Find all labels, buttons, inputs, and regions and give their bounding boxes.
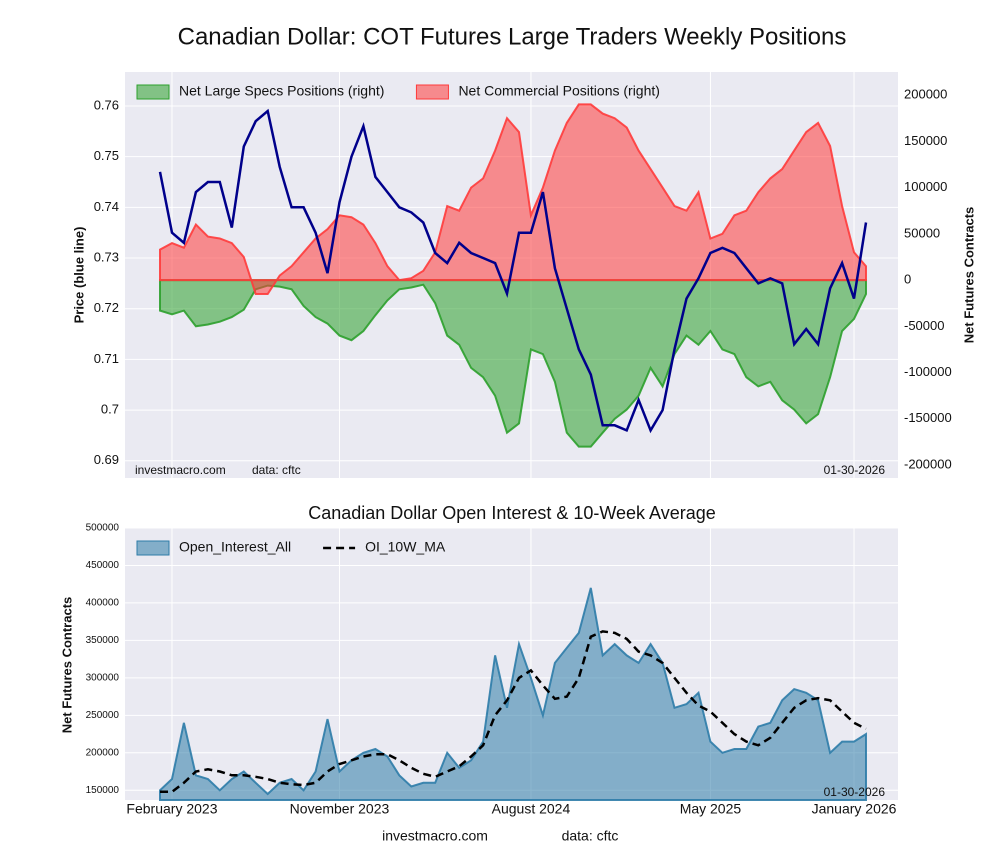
annotation: data: cftc [252,463,301,477]
y2-tick-label: 0 [904,272,911,287]
y-tick-label: 300000 [86,673,120,684]
y2-tick-label: -150000 [904,410,952,425]
y2-tick-label: -200000 [904,456,952,471]
x-tick-label: November 2023 [290,801,390,817]
legend-label: Net Large Specs Positions (right) [179,83,384,99]
footer-text: investmacro.com [382,828,488,844]
legend-label: Net Commercial Positions (right) [458,83,660,99]
y2-tick-label: 200000 [904,87,947,102]
legend-swatch [136,84,170,100]
x-tick-label: February 2023 [126,801,217,817]
y2-tick-label: -50000 [904,318,944,333]
legend-swatch [415,84,449,100]
y-tick-label: 200000 [86,747,120,758]
y-tick-label: 500000 [86,523,120,534]
y-tick-label: 0.7 [101,402,119,417]
y-tick-label: 0.69 [94,452,119,467]
footer-text: data: cftc [562,828,619,844]
area [159,587,867,801]
chart-title: Canadian Dollar Open Interest & 10-Week … [308,503,716,523]
line [160,630,867,794]
y-tick-label: 0.75 [94,148,119,163]
legend-label: Open_Interest_All [179,539,291,555]
y2-tick-label: 150000 [904,133,947,148]
line [158,108,868,434]
y-tick-label: 0.72 [94,300,119,315]
y-axis-label: Net Futures Contracts [59,597,74,734]
y2-tick-label: 100000 [904,179,947,194]
y-tick-label: 150000 [86,785,120,796]
y-tick-label: 0.71 [94,351,119,366]
x-tick-label: May 2025 [680,801,742,817]
annotation: investmacro.com [135,463,226,477]
y-tick-label: 0.73 [94,249,119,264]
legend-swatch [136,540,170,556]
y-tick-label: 250000 [86,710,120,721]
x-tick-label: January 2026 [812,801,897,817]
y-axis-label: Price (blue line) [71,227,86,324]
y2-tick-label: -100000 [904,364,952,379]
x-tick-label: August 2024 [492,801,571,817]
y-tick-label: 400000 [86,598,120,609]
y2-tick-label: 50000 [904,225,940,240]
area [159,103,867,295]
annotation: 01-30-2026 [824,785,886,799]
y-tick-label: 0.74 [94,199,119,214]
legend-label: OI_10W_MA [365,539,446,555]
annotation: 01-30-2026 [824,463,886,477]
chart-title: Canadian Dollar: COT Futures Large Trade… [178,23,847,50]
y-tick-label: 450000 [86,560,120,571]
y-tick-label: 350000 [86,635,120,646]
y-axis-label: Net Futures Contracts [961,207,976,344]
y-tick-label: 0.76 [94,97,119,112]
